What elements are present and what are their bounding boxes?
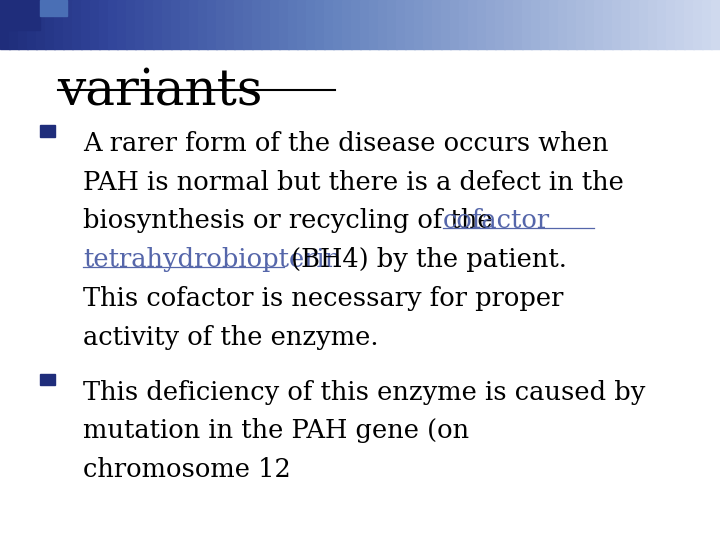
Bar: [36, 0, 46, 49]
Text: This deficiency of this enzyme is caused by: This deficiency of this enzyme is caused…: [83, 380, 645, 404]
Bar: [297, 0, 307, 49]
Bar: [630, 0, 641, 49]
Bar: [558, 0, 569, 49]
Bar: [306, 0, 317, 49]
Bar: [387, 0, 397, 49]
Bar: [54, 0, 65, 49]
Bar: [486, 0, 497, 49]
Bar: [216, 0, 226, 49]
Bar: [234, 0, 245, 49]
Bar: [549, 0, 559, 49]
Bar: [81, 0, 91, 49]
Bar: [90, 0, 101, 49]
Bar: [378, 0, 389, 49]
Bar: [252, 0, 262, 49]
Bar: [153, 0, 163, 49]
Bar: [40, 0, 67, 16]
Bar: [261, 0, 271, 49]
Bar: [162, 0, 173, 49]
Text: PAH is normal but there is a defect in the: PAH is normal but there is a defect in t…: [83, 170, 624, 194]
Bar: [315, 0, 325, 49]
Bar: [711, 0, 720, 49]
Bar: [126, 0, 137, 49]
Bar: [702, 0, 712, 49]
Bar: [513, 0, 523, 49]
Bar: [225, 0, 235, 49]
Bar: [0, 0, 11, 49]
Bar: [576, 0, 586, 49]
Text: variants: variants: [58, 68, 263, 117]
Bar: [333, 0, 343, 49]
Bar: [396, 0, 407, 49]
Bar: [207, 0, 217, 49]
Bar: [459, 0, 469, 49]
Bar: [351, 0, 361, 49]
Bar: [468, 0, 478, 49]
Text: cofactor: cofactor: [443, 208, 550, 233]
Bar: [684, 0, 694, 49]
Bar: [594, 0, 604, 49]
Bar: [27, 0, 37, 49]
Bar: [342, 0, 353, 49]
Bar: [648, 0, 658, 49]
Bar: [477, 0, 487, 49]
Text: tetrahydrobiopterin: tetrahydrobiopterin: [83, 247, 341, 272]
Text: A rarer form of the disease occurs when: A rarer form of the disease occurs when: [83, 131, 608, 156]
Bar: [441, 0, 451, 49]
Bar: [621, 0, 631, 49]
Bar: [585, 0, 595, 49]
Bar: [405, 0, 415, 49]
Bar: [144, 0, 154, 49]
Bar: [603, 0, 613, 49]
Bar: [40, 125, 55, 137]
Bar: [450, 0, 461, 49]
Bar: [9, 0, 19, 49]
Bar: [369, 0, 379, 49]
Bar: [279, 0, 289, 49]
Text: This cofactor is necessary for proper: This cofactor is necessary for proper: [83, 286, 563, 311]
Bar: [540, 0, 550, 49]
Bar: [693, 0, 703, 49]
Bar: [666, 0, 677, 49]
Text: activity of the enzyme.: activity of the enzyme.: [83, 325, 378, 350]
Bar: [324, 0, 334, 49]
Bar: [567, 0, 577, 49]
Bar: [432, 0, 442, 49]
Bar: [360, 0, 370, 49]
Text: (BH4) by the patient.: (BH4) by the patient.: [283, 247, 567, 272]
Bar: [108, 0, 119, 49]
Bar: [504, 0, 514, 49]
Bar: [243, 0, 253, 49]
Bar: [495, 0, 505, 49]
Bar: [63, 0, 73, 49]
Bar: [423, 0, 433, 49]
Bar: [657, 0, 667, 49]
Bar: [198, 0, 209, 49]
Bar: [40, 374, 55, 386]
Text: chromosome 12: chromosome 12: [83, 457, 291, 482]
Bar: [639, 0, 649, 49]
Bar: [288, 0, 299, 49]
Bar: [99, 0, 109, 49]
Bar: [522, 0, 532, 49]
Bar: [180, 0, 190, 49]
Bar: [18, 0, 29, 49]
Bar: [171, 0, 181, 49]
Bar: [0, 0, 40, 30]
Bar: [135, 0, 145, 49]
Bar: [414, 0, 424, 49]
Bar: [45, 0, 55, 49]
Bar: [612, 0, 622, 49]
Text: biosynthesis or recycling of the: biosynthesis or recycling of the: [83, 208, 500, 233]
Bar: [270, 0, 281, 49]
Bar: [72, 0, 82, 49]
Text: mutation in the PAH gene (on: mutation in the PAH gene (on: [83, 418, 469, 443]
Bar: [531, 0, 541, 49]
Bar: [189, 0, 199, 49]
Bar: [117, 0, 127, 49]
Bar: [675, 0, 685, 49]
